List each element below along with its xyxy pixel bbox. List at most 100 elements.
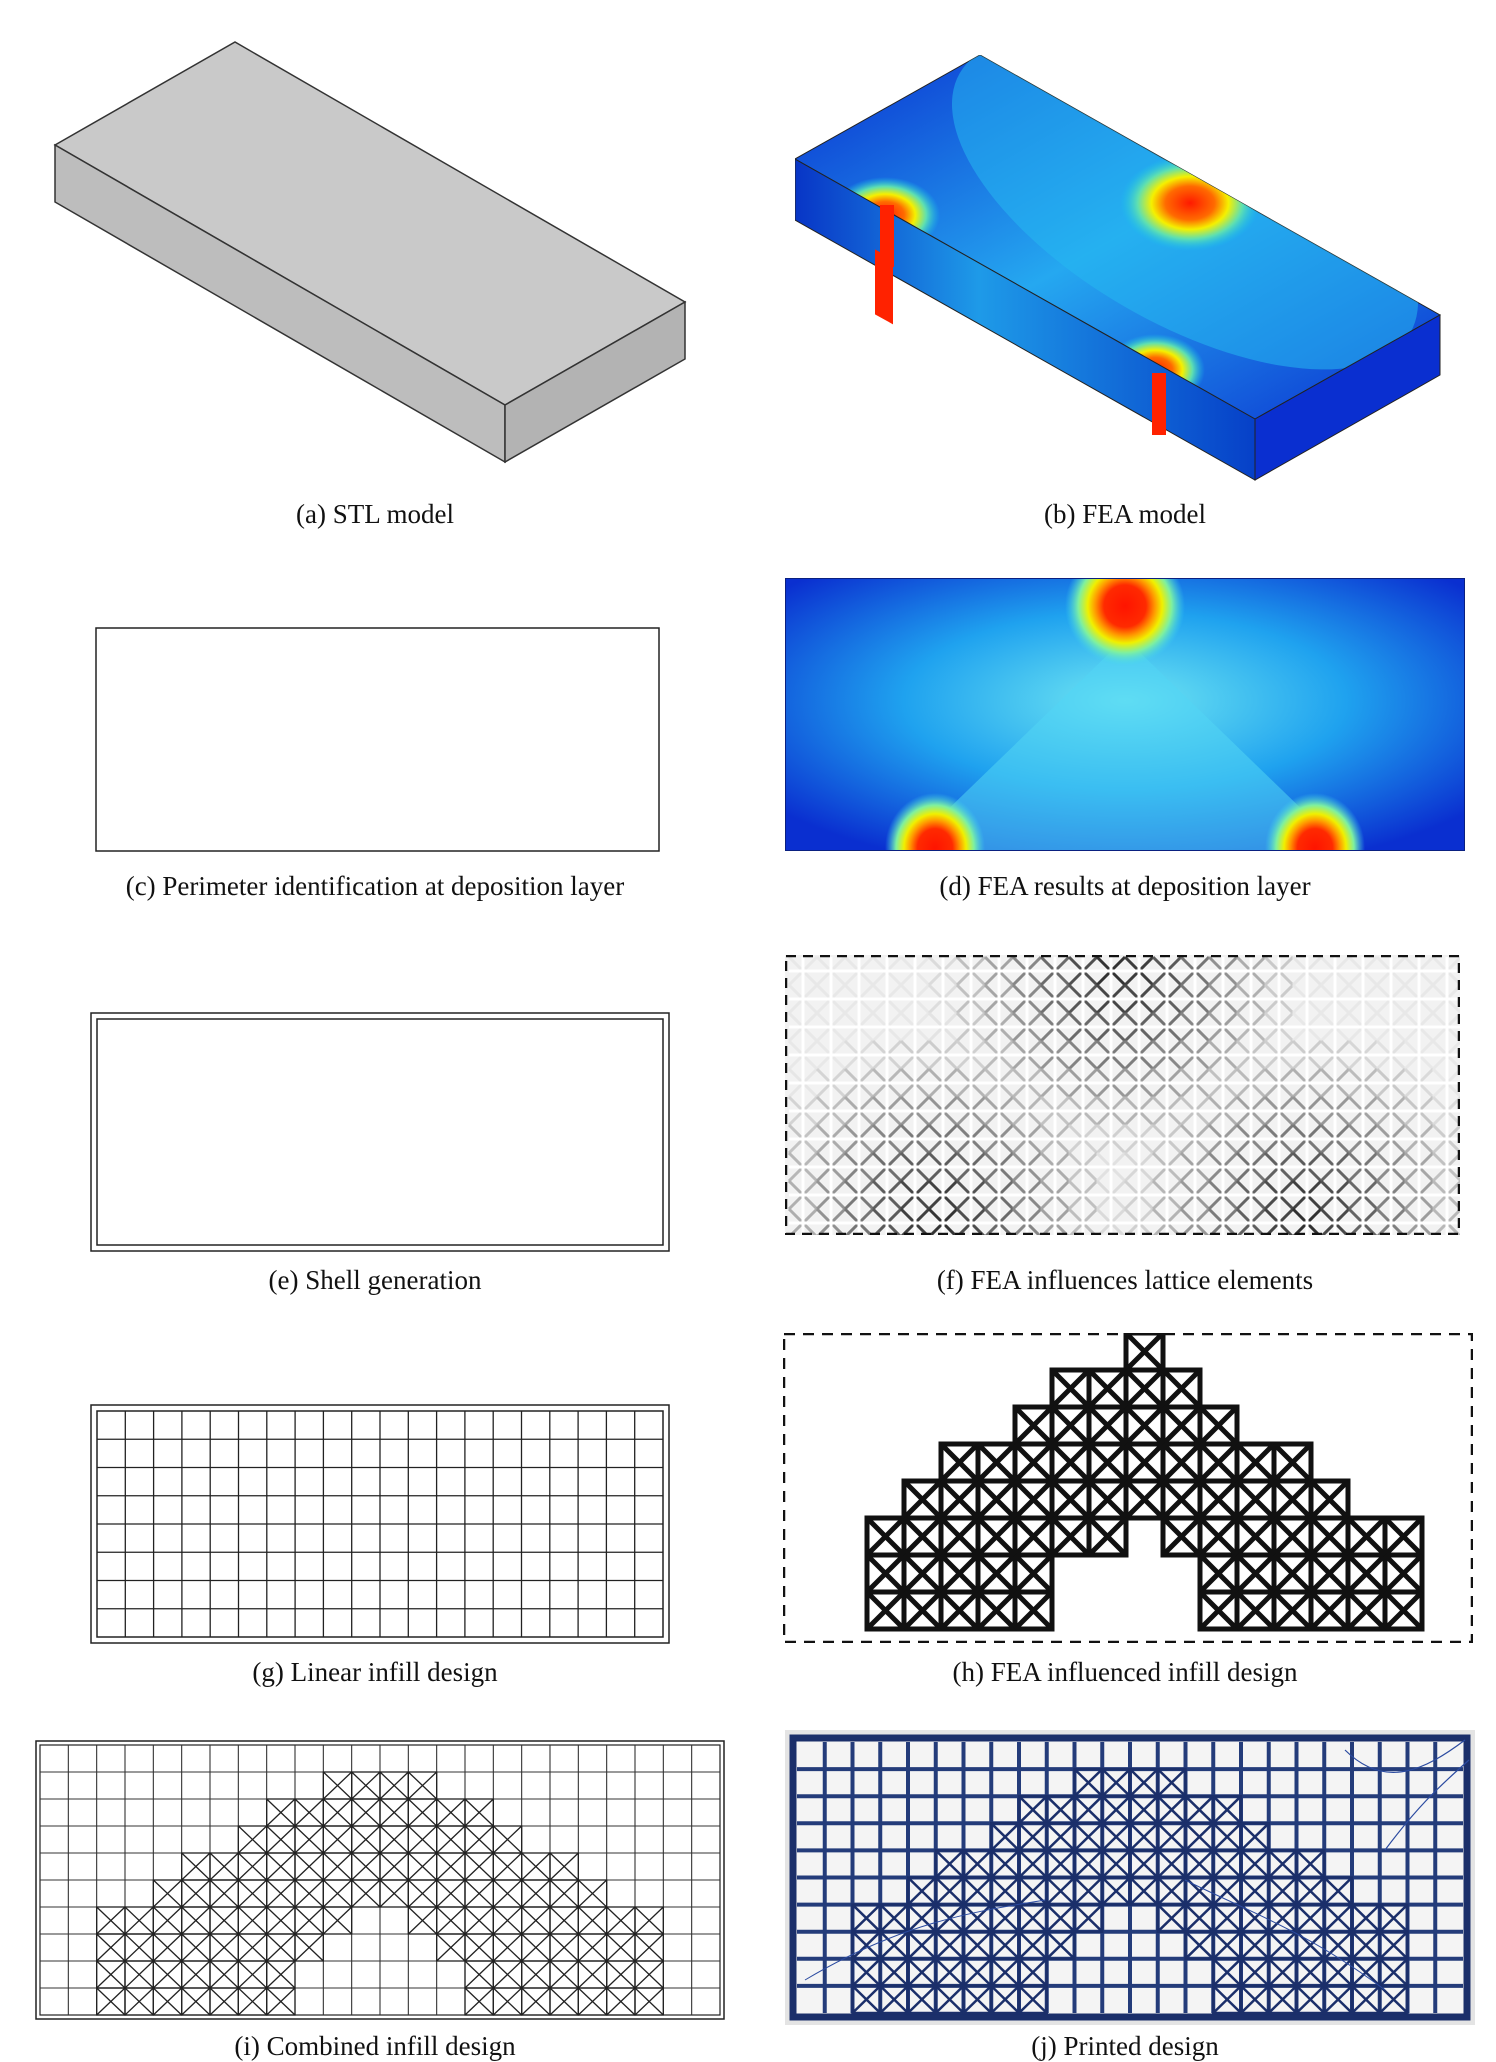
lattice-cell: [1431, 1067, 1460, 1099]
panel-a-stl-model: [40, 30, 740, 470]
lattice-cell: [1431, 1179, 1460, 1211]
lattice-cell: [1095, 1067, 1127, 1099]
lattice-cell: [899, 1039, 931, 1071]
lattice-cell: [1179, 1011, 1211, 1043]
lattice-cell: [1235, 1011, 1267, 1043]
panel-f-lattice-influence: [785, 955, 1460, 1235]
panel-g-linear-infill: [90, 1404, 670, 1644]
lattice-cell: [1151, 1151, 1183, 1183]
lattice-cell: [1039, 1151, 1071, 1183]
lattice-cell: [1319, 983, 1351, 1015]
lattice-cell: [843, 1011, 875, 1043]
lattice-cell: [1151, 983, 1183, 1015]
lattice-cell: [1347, 1123, 1379, 1155]
lattice-cell: [955, 1067, 987, 1099]
lattice-cell: [1347, 1095, 1379, 1127]
lattice-cell: [1235, 1039, 1267, 1071]
lattice-cell: [1011, 1011, 1043, 1043]
lattice-cell: [1095, 1011, 1127, 1043]
lattice-cell: [927, 1179, 959, 1211]
lattice-cell: [1207, 1207, 1239, 1235]
lattice-cell: [787, 1067, 819, 1099]
lattice-cell: [1123, 1207, 1155, 1235]
lattice-cell: [871, 1095, 903, 1127]
lattice-cell: [1207, 1179, 1239, 1211]
lattice-cell: [1067, 1179, 1099, 1211]
lattice-cell: [1375, 1067, 1407, 1099]
lattice-cell: [1431, 983, 1460, 1015]
lattice-cell: [787, 1207, 819, 1235]
lattice-cell: [1235, 1095, 1267, 1127]
lattice-cell: [1263, 955, 1295, 987]
lattice-cell: [1263, 983, 1295, 1015]
lattice-cell: [1319, 1151, 1351, 1183]
lattice-cell: [815, 1207, 847, 1235]
lattice-cell: [1123, 1039, 1155, 1071]
lattice-cell: [1375, 1011, 1407, 1043]
panel-b-fea-model: [795, 55, 1445, 485]
stl-model-image: [53, 41, 687, 464]
panel-e-shell: [90, 1012, 670, 1252]
lattice-cell: [1263, 1095, 1295, 1127]
shell-outline: [90, 1012, 670, 1252]
lattice-cell: [1235, 1067, 1267, 1099]
fea-model-image: [795, 55, 1442, 481]
lattice-cell: [1067, 1207, 1099, 1235]
lattice-cell: [815, 1123, 847, 1155]
lattice-cell: [983, 955, 1015, 987]
lattice-cell: [1095, 1039, 1127, 1071]
lattice-cell: [1095, 1151, 1127, 1183]
lattice-cell: [1151, 1039, 1183, 1071]
lattice-cell: [927, 1207, 959, 1235]
lattice-cell: [1123, 955, 1155, 987]
lattice-cell: [1403, 1123, 1435, 1155]
lattice-cell: [927, 1095, 959, 1127]
lattice-cell: [1291, 1067, 1323, 1099]
caption-h: (h) FEA influenced infill design: [952, 1657, 1298, 1687]
lattice-cell: [1319, 1067, 1351, 1099]
lattice-cell: [1039, 1207, 1071, 1235]
lattice-cell: [1039, 1039, 1071, 1071]
lattice-cell: [1123, 1011, 1155, 1043]
lattice-cell: [871, 1207, 903, 1235]
lattice-cell: [815, 1179, 847, 1211]
lattice-cell: [983, 1207, 1015, 1235]
fea-lattice-cells: [864, 1333, 1425, 1632]
lattice-cell: [1403, 1067, 1435, 1099]
caption-a: (a) STL model: [296, 499, 454, 529]
caption-f: (f) FEA influences lattice elements: [936, 1265, 1314, 1295]
lattice-cell: [1347, 955, 1379, 987]
lattice-cell: [1179, 1151, 1211, 1183]
lattice-cell: [1235, 983, 1267, 1015]
lattice-cell: [1095, 955, 1127, 987]
lattice-cell: [1291, 1123, 1323, 1155]
lattice-cell: [899, 1151, 931, 1183]
lattice-cell: [1403, 1095, 1435, 1127]
lattice-cell: [1263, 1011, 1295, 1043]
lattice-cell: [1235, 1151, 1267, 1183]
printed-lattice: [851, 1767, 1409, 2015]
lattice-cell: [1095, 1179, 1127, 1211]
lattice-cell: [955, 1179, 987, 1211]
lattice-cell: [983, 1067, 1015, 1099]
lattice-cell: [1319, 1179, 1351, 1211]
lattice-cell: [1067, 1039, 1099, 1071]
lattice-cell: [787, 955, 819, 987]
lattice-cell: [1431, 955, 1460, 987]
lattice-cell: [1207, 1123, 1239, 1155]
lattice-cell: [1039, 1123, 1071, 1155]
lattice-cell: [899, 1123, 931, 1155]
lattice-cell: [955, 1123, 987, 1155]
lattice-cell: [1235, 955, 1267, 987]
lattice-cell: [1011, 1207, 1043, 1235]
lattice-cell: [1067, 983, 1099, 1015]
lattice-cell: [1151, 1011, 1183, 1043]
lattice-cell: [1179, 1039, 1211, 1071]
lattice-cell: [843, 983, 875, 1015]
lattice-cell: [1207, 1067, 1239, 1099]
lattice-cell: [843, 1095, 875, 1127]
lattice-cell: [1291, 955, 1323, 987]
lattice-cell: [787, 1123, 819, 1155]
lattice-cell: [1347, 1039, 1379, 1071]
lattice-cell: [927, 1067, 959, 1099]
